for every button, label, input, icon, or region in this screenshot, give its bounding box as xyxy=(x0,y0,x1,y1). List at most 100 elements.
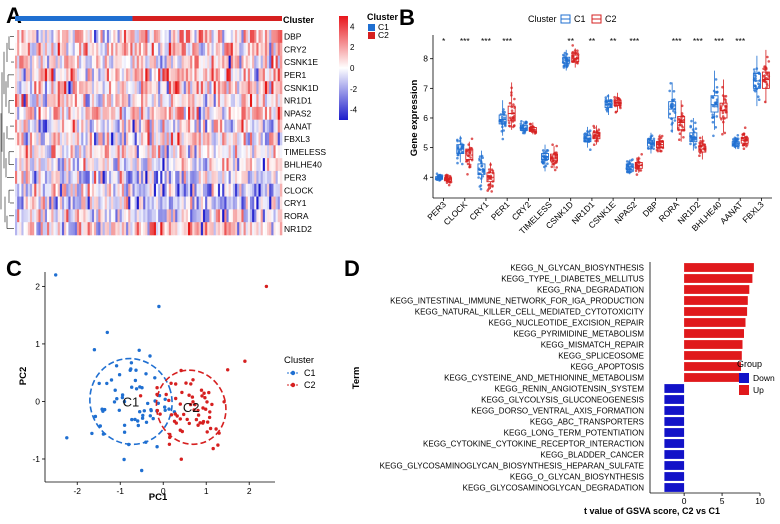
heat-cell xyxy=(40,94,44,108)
heat-cell xyxy=(267,94,270,108)
heat-cell xyxy=(23,222,26,236)
heat-cell xyxy=(134,30,138,44)
heat-cell xyxy=(252,55,255,69)
pca-point xyxy=(207,390,211,395)
heat-cell xyxy=(68,68,71,82)
heat-cell xyxy=(130,81,133,95)
heat-cell xyxy=(175,132,178,146)
heat-cell xyxy=(111,209,114,223)
heat-cell xyxy=(61,158,65,172)
heat-cell xyxy=(59,132,63,146)
heat-cell xyxy=(262,183,266,197)
heat-cell xyxy=(47,55,50,69)
heat-cell xyxy=(40,106,44,120)
heat-cell xyxy=(42,209,46,223)
heat-cell xyxy=(136,119,140,133)
heat-cell xyxy=(147,55,150,69)
heat-cell xyxy=(32,30,35,44)
gsva-term-label: KEGG_CYSTEINE_AND_METHIONINE_METABOLISM xyxy=(444,374,644,383)
heat-cell xyxy=(155,30,159,44)
heat-cell xyxy=(222,158,225,172)
heat-cell xyxy=(123,158,127,172)
heat-cell xyxy=(232,145,236,159)
gsva-term-label: KEGG_DORSO_VENTRAL_AXIS_FORMATION xyxy=(471,407,644,416)
heat-cell xyxy=(76,170,80,185)
heat-cell xyxy=(74,170,78,185)
box-point xyxy=(692,138,695,142)
heat-cell xyxy=(205,196,208,210)
heat-cell xyxy=(132,119,135,133)
heat-cell xyxy=(23,196,26,210)
heat-cell xyxy=(158,196,161,210)
heat-cell xyxy=(21,222,24,236)
heat-cell xyxy=(119,209,123,223)
heat-cell xyxy=(258,68,261,82)
heat-cell xyxy=(27,81,31,95)
heat-cell xyxy=(192,42,195,56)
heat-cell xyxy=(145,55,148,69)
heat-cell xyxy=(200,55,204,69)
heat-cell xyxy=(138,183,142,197)
heat-cell xyxy=(44,81,48,95)
heat-cell xyxy=(128,106,131,120)
heat-cell xyxy=(47,68,50,82)
heat-cell xyxy=(175,222,178,236)
heat-cell xyxy=(40,158,44,172)
heat-cell xyxy=(198,145,202,159)
heat-cell xyxy=(94,183,97,197)
gsva-term-label: KEGG_BLADDER_CANCER xyxy=(540,451,644,460)
heat-cell xyxy=(79,158,82,172)
heat-cell xyxy=(29,55,33,69)
heat-cell xyxy=(89,68,93,82)
heat-cell xyxy=(217,145,221,159)
heat-cell xyxy=(121,209,125,223)
heat-cell xyxy=(190,158,193,172)
heat-cell xyxy=(59,183,63,197)
gsva-bar xyxy=(684,351,742,360)
heat-cell xyxy=(249,132,253,146)
heat-cell xyxy=(21,68,24,82)
heat-cell xyxy=(217,132,221,146)
heat-cell xyxy=(40,68,44,82)
heat-cell xyxy=(188,106,191,120)
heat-cell xyxy=(235,222,238,236)
heat-cell xyxy=(66,183,69,197)
heat-cell xyxy=(96,30,99,44)
heat-cell xyxy=(245,119,249,133)
heat-cell xyxy=(205,183,208,197)
pca-centroid-label: C1 xyxy=(123,394,140,409)
heat-cell xyxy=(217,158,221,172)
heat-cell xyxy=(21,132,24,146)
heat-cell xyxy=(237,42,240,56)
heat-cell xyxy=(85,132,88,146)
color-scale-bar xyxy=(339,16,348,120)
pca-point xyxy=(130,417,134,422)
heat-cell xyxy=(132,222,135,236)
heat-cell xyxy=(121,119,125,133)
heat-cell xyxy=(237,94,240,108)
heat-cell xyxy=(89,209,93,223)
heat-cell xyxy=(151,196,155,210)
heat-cell xyxy=(179,42,182,56)
heat-cell xyxy=(83,145,86,159)
heat-cell xyxy=(183,55,187,69)
heat-cell xyxy=(57,158,61,172)
heat-cell xyxy=(94,132,97,146)
heat-cell xyxy=(123,42,127,56)
heat-cell xyxy=(72,145,76,159)
heat-cell xyxy=(162,158,165,172)
heat-cell xyxy=(166,196,170,210)
heat-cell xyxy=(254,42,257,56)
heat-cell xyxy=(85,158,88,172)
box-point xyxy=(721,111,725,115)
box-point xyxy=(724,94,728,98)
heat-cell xyxy=(19,55,22,69)
heat-cell xyxy=(230,158,234,172)
heat-cell xyxy=(38,222,41,236)
heat-cell xyxy=(230,222,234,236)
box-point xyxy=(447,183,451,187)
box-point xyxy=(720,105,723,108)
heat-cell xyxy=(273,42,276,56)
heat-cell xyxy=(91,222,95,236)
pca-point xyxy=(163,397,167,401)
